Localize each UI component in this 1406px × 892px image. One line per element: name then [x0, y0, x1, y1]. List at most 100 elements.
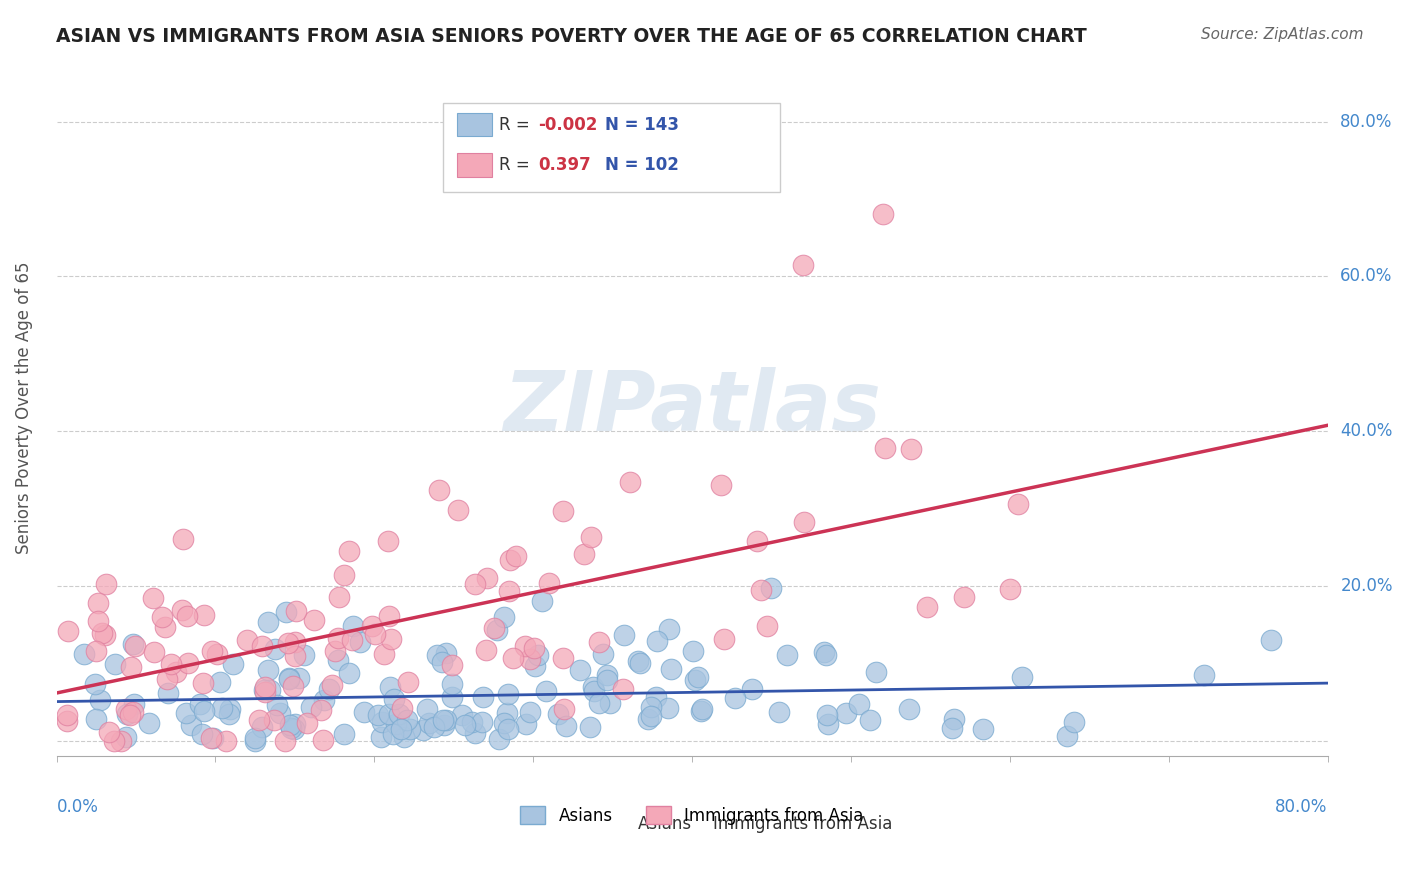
- Point: [441, 677, 464, 691]
- Point: [94, 628, 117, 642]
- Point: [553, 701, 575, 715]
- Point: [377, 533, 399, 548]
- Point: [253, 684, 276, 698]
- Point: [115, 702, 138, 716]
- Point: [952, 591, 974, 605]
- Point: [426, 648, 449, 662]
- Point: [534, 684, 557, 698]
- Point: [55, 714, 77, 728]
- Point: [817, 717, 839, 731]
- Point: [592, 647, 614, 661]
- Point: [266, 698, 288, 713]
- Point: [522, 640, 544, 655]
- Point: [434, 713, 457, 727]
- Point: [245, 731, 267, 745]
- Point: [749, 583, 772, 598]
- Point: [658, 622, 681, 636]
- Point: [371, 715, 394, 730]
- Point: [547, 706, 569, 721]
- Point: [464, 726, 486, 740]
- Point: [613, 627, 636, 641]
- Point: [215, 733, 238, 747]
- Point: [264, 641, 287, 656]
- Point: [378, 681, 401, 695]
- Text: 80.0%: 80.0%: [1340, 112, 1393, 130]
- Point: [333, 567, 356, 582]
- Point: [690, 704, 713, 718]
- Point: [498, 584, 520, 599]
- Point: [257, 615, 280, 630]
- Point: [363, 627, 385, 641]
- Point: [219, 702, 242, 716]
- Point: [505, 549, 527, 563]
- Point: [115, 730, 138, 744]
- Point: [326, 652, 349, 666]
- Point: [274, 733, 297, 747]
- Point: [94, 576, 117, 591]
- Point: [416, 701, 439, 715]
- Point: [281, 679, 304, 693]
- Point: [619, 475, 641, 490]
- Text: N = 102: N = 102: [605, 156, 679, 174]
- Point: [578, 720, 600, 734]
- Point: [391, 722, 413, 736]
- Point: [337, 666, 360, 681]
- Point: [382, 727, 405, 741]
- Text: 40.0%: 40.0%: [1340, 422, 1393, 440]
- Point: [252, 720, 274, 734]
- Point: [745, 534, 768, 549]
- Point: [436, 646, 458, 660]
- Point: [494, 715, 516, 730]
- Point: [378, 706, 401, 721]
- Point: [87, 596, 110, 610]
- Point: [193, 704, 215, 718]
- Point: [73, 648, 96, 662]
- Point: [723, 690, 745, 705]
- Point: [284, 717, 307, 731]
- Point: [848, 698, 870, 712]
- Point: [58, 624, 80, 639]
- Point: [569, 663, 592, 677]
- Text: 60.0%: 60.0%: [1340, 268, 1393, 285]
- Point: [759, 581, 782, 595]
- Point: [640, 700, 662, 714]
- Point: [245, 733, 267, 747]
- Point: [321, 677, 343, 691]
- Text: ASIAN VS IMMIGRANTS FROM ASIA SENIORS POVERTY OVER THE AGE OF 65 CORRELATION CHA: ASIAN VS IMMIGRANTS FROM ASIA SENIORS PO…: [56, 27, 1087, 45]
- Point: [269, 706, 291, 721]
- Point: [124, 639, 146, 653]
- Point: [596, 673, 619, 687]
- Point: [690, 701, 713, 715]
- Point: [284, 635, 307, 649]
- Point: [612, 681, 634, 696]
- Point: [447, 503, 470, 517]
- Point: [441, 690, 464, 704]
- Point: [637, 712, 659, 726]
- Point: [193, 676, 215, 690]
- Point: [498, 722, 520, 736]
- Point: [188, 697, 211, 711]
- Point: [285, 604, 308, 618]
- Point: [280, 721, 302, 735]
- Point: [776, 648, 799, 662]
- Point: [205, 648, 228, 662]
- Point: [813, 645, 835, 659]
- Point: [530, 594, 553, 608]
- Point: [177, 656, 200, 670]
- Point: [259, 682, 281, 697]
- Point: [519, 652, 541, 666]
- Point: [659, 662, 682, 676]
- Point: [333, 727, 356, 741]
- Point: [872, 207, 894, 221]
- Point: [486, 623, 509, 637]
- Point: [519, 705, 541, 719]
- Point: [596, 668, 619, 682]
- Point: [430, 655, 453, 669]
- Point: [515, 639, 537, 653]
- Point: [174, 706, 197, 720]
- Point: [89, 693, 111, 707]
- Point: [302, 613, 325, 627]
- Point: [91, 625, 114, 640]
- Point: [55, 707, 77, 722]
- Text: N = 143: N = 143: [605, 116, 679, 134]
